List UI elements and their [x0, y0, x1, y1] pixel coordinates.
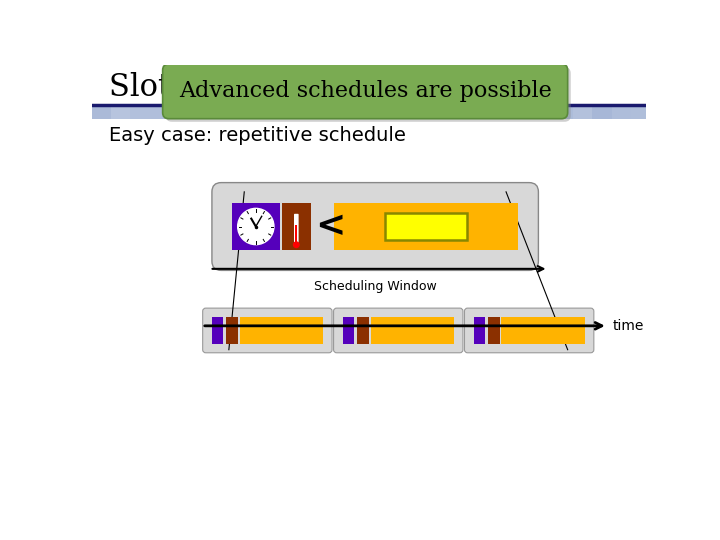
FancyBboxPatch shape	[163, 64, 567, 119]
FancyBboxPatch shape	[92, 105, 647, 119]
FancyBboxPatch shape	[381, 105, 400, 119]
FancyBboxPatch shape	[232, 202, 279, 251]
FancyBboxPatch shape	[464, 308, 594, 353]
Circle shape	[238, 208, 274, 245]
FancyBboxPatch shape	[246, 105, 265, 119]
FancyBboxPatch shape	[227, 105, 246, 119]
FancyBboxPatch shape	[265, 105, 284, 119]
FancyBboxPatch shape	[554, 105, 573, 119]
FancyBboxPatch shape	[385, 213, 467, 240]
FancyBboxPatch shape	[304, 105, 323, 119]
FancyBboxPatch shape	[487, 316, 500, 345]
FancyBboxPatch shape	[166, 67, 571, 122]
FancyBboxPatch shape	[92, 105, 111, 119]
FancyBboxPatch shape	[438, 105, 457, 119]
FancyBboxPatch shape	[516, 105, 534, 119]
FancyBboxPatch shape	[501, 316, 585, 345]
FancyBboxPatch shape	[342, 105, 361, 119]
FancyBboxPatch shape	[150, 105, 168, 119]
FancyBboxPatch shape	[212, 183, 539, 271]
FancyBboxPatch shape	[356, 316, 369, 345]
FancyBboxPatch shape	[282, 202, 310, 251]
FancyBboxPatch shape	[203, 308, 332, 353]
FancyBboxPatch shape	[212, 316, 222, 345]
Text: time: time	[612, 319, 644, 333]
FancyBboxPatch shape	[534, 105, 554, 119]
FancyBboxPatch shape	[111, 105, 130, 119]
FancyBboxPatch shape	[130, 105, 150, 119]
FancyBboxPatch shape	[168, 105, 188, 119]
FancyBboxPatch shape	[334, 202, 518, 251]
FancyBboxPatch shape	[419, 105, 438, 119]
Text: Advanced schedules are possible: Advanced schedules are possible	[179, 80, 552, 103]
FancyBboxPatch shape	[477, 105, 496, 119]
FancyBboxPatch shape	[333, 308, 463, 353]
FancyBboxPatch shape	[188, 105, 207, 119]
FancyBboxPatch shape	[593, 105, 611, 119]
FancyBboxPatch shape	[631, 105, 650, 119]
FancyBboxPatch shape	[343, 316, 354, 345]
FancyBboxPatch shape	[400, 105, 419, 119]
FancyBboxPatch shape	[496, 105, 516, 119]
FancyBboxPatch shape	[295, 225, 297, 243]
Text: <: <	[315, 210, 346, 244]
FancyBboxPatch shape	[474, 316, 485, 345]
Text: Easy case: repetitive schedule: Easy case: repetitive schedule	[109, 126, 405, 145]
FancyBboxPatch shape	[226, 316, 238, 345]
Text: Scheduling Window: Scheduling Window	[314, 280, 436, 293]
FancyBboxPatch shape	[361, 105, 381, 119]
FancyBboxPatch shape	[371, 316, 454, 345]
FancyBboxPatch shape	[611, 105, 631, 119]
FancyBboxPatch shape	[240, 316, 323, 345]
Text: Slotted Programming: Slotted Programming	[109, 72, 442, 103]
FancyBboxPatch shape	[323, 105, 342, 119]
FancyBboxPatch shape	[573, 105, 593, 119]
FancyBboxPatch shape	[284, 105, 304, 119]
FancyBboxPatch shape	[457, 105, 477, 119]
FancyBboxPatch shape	[294, 214, 299, 244]
Circle shape	[294, 242, 299, 247]
FancyBboxPatch shape	[207, 105, 227, 119]
